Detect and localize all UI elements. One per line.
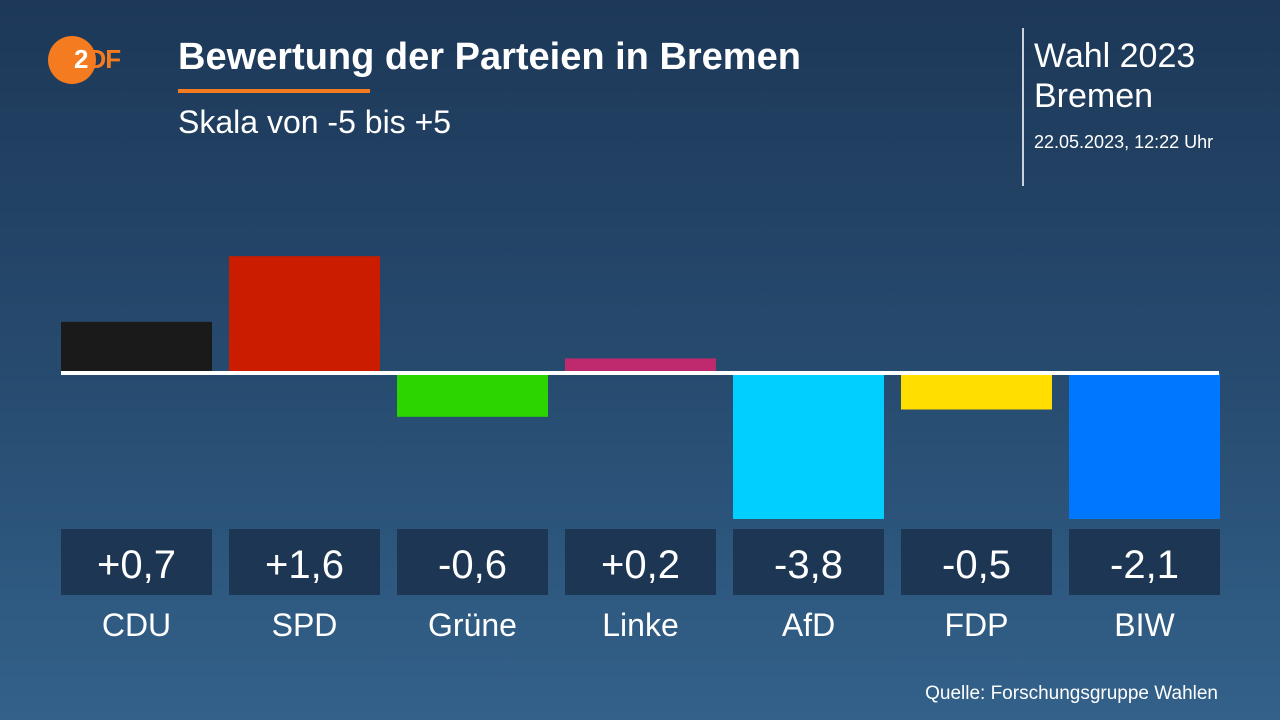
election-name: Wahl 2023 [1034,37,1196,75]
bar-cdu [61,321,212,373]
chart-subtitle: Skala von -5 bis +5 [178,104,452,140]
bar-afd [733,373,884,519]
data-label: +1,6 [265,543,344,587]
data-label: -3,8 [774,543,843,587]
category-label: Linke [602,607,679,643]
category-label: Grüne [428,607,517,643]
source-note: Quelle: Forschungsgruppe Wahlen [925,683,1218,704]
value-box [397,529,548,595]
value-box [61,529,212,595]
zdf-logo-text: 2DF [74,44,121,74]
category-label: FDP [945,607,1009,643]
category-label: BIW [1114,607,1175,643]
title-underline [178,89,370,93]
category-label: SPD [272,607,338,643]
zero-baseline [61,371,1219,375]
data-label: -0,5 [942,543,1011,587]
zdf-logo [48,36,96,84]
data-label: +0,7 [97,543,176,587]
bar-grüne [397,373,548,417]
value-box [1069,529,1220,595]
election-info: Wahl 2023 Bremen [1034,36,1195,116]
data-label: -0,6 [438,543,507,587]
data-label: +0,2 [601,543,680,587]
value-box [565,529,716,595]
data-label: -2,1 [1110,543,1179,587]
category-label: AfD [782,607,835,643]
bar-linke [565,358,716,373]
bar-spd [229,256,380,373]
header-divider [1022,28,1024,186]
bar-biw [1069,373,1220,519]
value-box [229,529,380,595]
value-box [733,529,884,595]
category-label: CDU [102,607,171,643]
value-box [901,529,1052,595]
chart-title: Bewertung der Parteien in Bremen [178,36,801,78]
bar-fdp [901,373,1052,410]
election-region: Bremen [1034,77,1154,115]
election-date: 22.05.2023, 12:22 Uhr [1034,132,1214,152]
